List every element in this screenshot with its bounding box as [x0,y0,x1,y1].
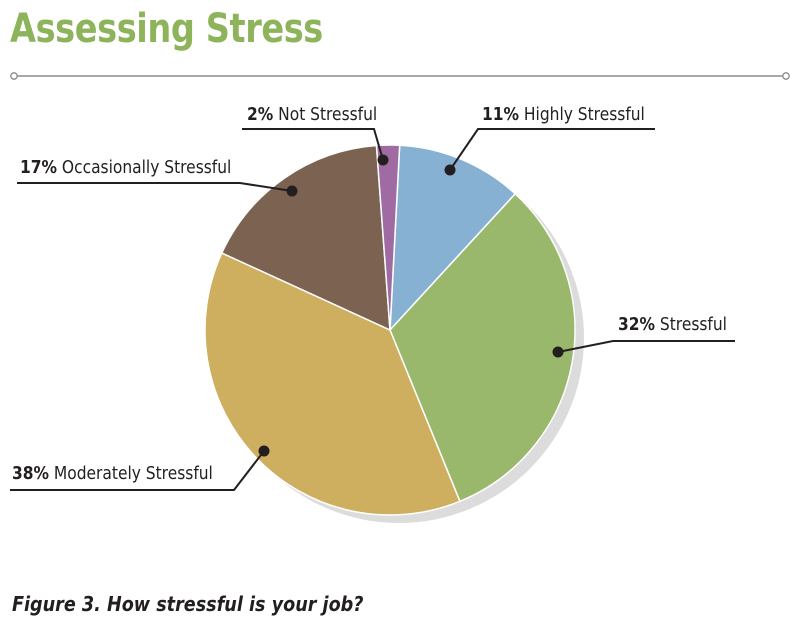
callout-line-occasionally-stressful [17,182,293,192]
callout-dot-occasionally-stressful [286,185,298,197]
callout-dot-highly-stressful [444,164,456,176]
callout-line-moderately-stressful [10,450,265,491]
callout-line-stressful [557,340,735,353]
pie-slice-occasionally-stressful [221,144,391,331]
slice-label-not-stressful: 2% Not Stressful [247,103,377,124]
stress-pie-chart: 11% Highly Stressful 32% Stressful 38% Mod… [10,103,735,523]
slice-label-moderately-stressful: 38% Moderately Stressful [12,462,213,483]
callout-line-not-stressful [242,128,384,161]
slice-label-stressful: 32% Stressful [618,313,727,334]
callout-line-highly-stressful [449,128,655,171]
page-title: Assessing Stress [10,6,323,52]
figure-caption: Figure 3. How stressful is your job? [12,592,364,616]
slice-label-highly-stressful: 11% Highly Stressful [482,103,645,124]
callout-dot-not-stressful [377,154,389,166]
callout-dot-moderately-stressful [258,445,270,457]
title-divider [10,72,790,80]
callout-dot-stressful [552,346,564,358]
pie-slice-not-stressful [375,144,401,331]
slice-label-occasionally-stressful: 17% Occasionally Stressful [20,156,231,177]
pie-slice-highly-stressful [389,144,516,331]
pie-slice-stressful [389,193,576,503]
